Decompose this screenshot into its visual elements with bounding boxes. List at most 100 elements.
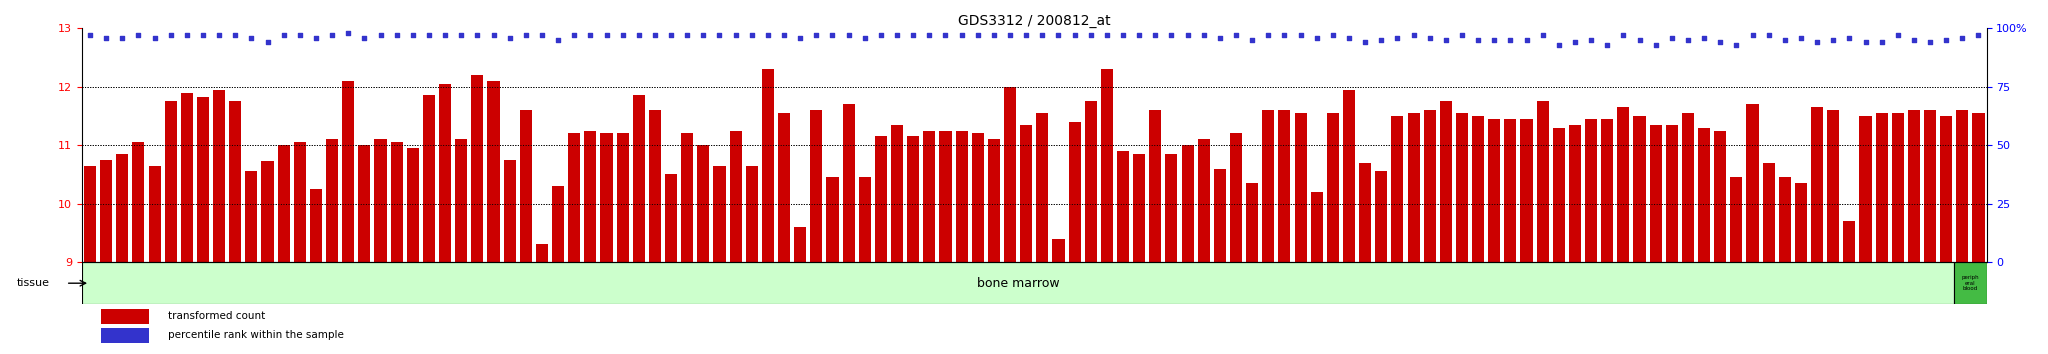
Point: [1784, 35, 1817, 40]
Bar: [1923, 110, 1935, 262]
Point: [1204, 35, 1237, 40]
Bar: [408, 148, 420, 262]
Point: [1608, 33, 1640, 38]
Bar: [907, 136, 920, 262]
Bar: [391, 142, 403, 262]
Bar: [1520, 119, 1532, 262]
Point: [1720, 42, 1753, 47]
Bar: [795, 227, 807, 262]
Bar: [100, 160, 113, 262]
Point: [1026, 33, 1059, 38]
Point: [1882, 33, 1915, 38]
Point: [1800, 40, 1833, 45]
Bar: [1102, 69, 1112, 262]
Point: [1042, 33, 1075, 38]
Point: [1962, 33, 1995, 38]
Bar: [1245, 183, 1257, 262]
Bar: [1423, 110, 1436, 262]
Bar: [940, 131, 952, 262]
Bar: [1618, 107, 1630, 262]
Point: [1364, 37, 1397, 43]
Point: [1929, 37, 1962, 43]
Point: [1059, 33, 1092, 38]
Point: [90, 35, 123, 40]
Point: [557, 33, 590, 38]
Point: [123, 33, 156, 38]
Bar: [1892, 113, 1905, 262]
Point: [283, 33, 315, 38]
Bar: [84, 166, 96, 262]
Bar: [1004, 87, 1016, 262]
Point: [1317, 33, 1350, 38]
Bar: [1956, 110, 1968, 262]
Bar: [1536, 101, 1548, 262]
Bar: [778, 113, 791, 262]
Bar: [584, 131, 596, 262]
Bar: [213, 90, 225, 262]
Point: [137, 35, 170, 40]
Bar: [1311, 192, 1323, 262]
Text: periph
eral
blood: periph eral blood: [1962, 275, 1978, 291]
Point: [1898, 37, 1931, 43]
Point: [1509, 37, 1542, 43]
Point: [702, 33, 735, 38]
Point: [1624, 37, 1657, 43]
Point: [930, 33, 963, 38]
Bar: [1456, 113, 1468, 262]
Bar: [455, 139, 467, 262]
Bar: [874, 136, 887, 262]
Point: [1833, 35, 1866, 40]
Bar: [1780, 177, 1790, 262]
Bar: [1505, 119, 1516, 262]
Point: [494, 35, 526, 40]
Point: [1493, 37, 1526, 43]
Bar: [1569, 125, 1581, 262]
Point: [768, 33, 801, 38]
Point: [219, 33, 252, 38]
Text: bone marrow: bone marrow: [977, 277, 1059, 290]
Bar: [1149, 110, 1161, 262]
Point: [1171, 33, 1204, 38]
Point: [815, 33, 848, 38]
Text: tissue: tissue: [16, 278, 49, 288]
Bar: [1069, 122, 1081, 262]
Bar: [891, 125, 903, 262]
Point: [848, 35, 881, 40]
Point: [801, 33, 834, 38]
Bar: [1810, 107, 1823, 262]
Bar: [1198, 139, 1210, 262]
Bar: [956, 131, 967, 262]
Bar: [762, 69, 774, 262]
Point: [1817, 37, 1849, 43]
Point: [1300, 35, 1333, 40]
Bar: [1585, 119, 1597, 262]
Bar: [1714, 131, 1726, 262]
Point: [897, 33, 930, 38]
Bar: [1374, 171, 1386, 262]
Bar: [924, 131, 936, 262]
Point: [977, 33, 1010, 38]
Bar: [1440, 101, 1452, 262]
Point: [1235, 37, 1268, 43]
Point: [1333, 35, 1366, 40]
Bar: [1794, 183, 1806, 262]
Bar: [1473, 116, 1485, 262]
Point: [1122, 33, 1155, 38]
Point: [1638, 42, 1671, 47]
Point: [1251, 33, 1284, 38]
Bar: [133, 142, 145, 262]
Bar: [1731, 177, 1743, 262]
Bar: [262, 161, 274, 262]
Bar: [1827, 110, 1839, 262]
Bar: [553, 186, 563, 262]
Bar: [858, 177, 870, 262]
Point: [1268, 33, 1300, 38]
Point: [1704, 40, 1737, 45]
Point: [381, 33, 414, 38]
Bar: [1327, 113, 1339, 262]
Bar: [150, 166, 160, 262]
Bar: [666, 174, 678, 262]
Point: [1737, 33, 1769, 38]
Point: [397, 33, 430, 38]
Point: [1655, 35, 1688, 40]
